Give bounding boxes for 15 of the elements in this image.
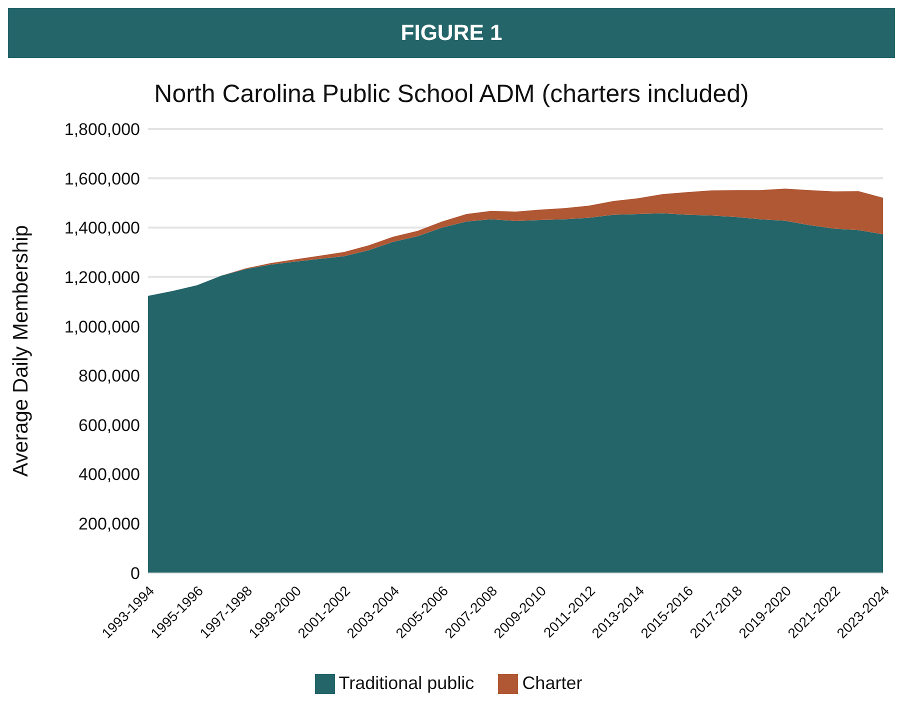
y-tick-label: 0 xyxy=(130,564,140,583)
y-tick-label: 200,000 xyxy=(78,514,140,534)
legend-label: Charter xyxy=(522,672,582,693)
y-tick-label: 1,400,000 xyxy=(64,218,140,238)
y-tick-label: 1,000,000 xyxy=(64,317,140,336)
legend-label: Traditional public xyxy=(338,672,474,693)
chart-subtitle: North Carolina Public School ADM (charters included) xyxy=(153,80,750,109)
y-tick-label: 1,600,000 xyxy=(64,169,140,188)
y-tick-label: 1,800,000 xyxy=(64,120,140,140)
chart-title: FIGURE 1 xyxy=(8,8,895,58)
y-tick-label: 1,200,000 xyxy=(64,268,140,287)
y-axis-title: Average Daily Membership xyxy=(9,225,32,477)
y-tick-label: 800,000 xyxy=(78,366,140,386)
y-tick-label: 600,000 xyxy=(78,416,140,435)
y-tick-label: 400,000 xyxy=(78,465,140,484)
